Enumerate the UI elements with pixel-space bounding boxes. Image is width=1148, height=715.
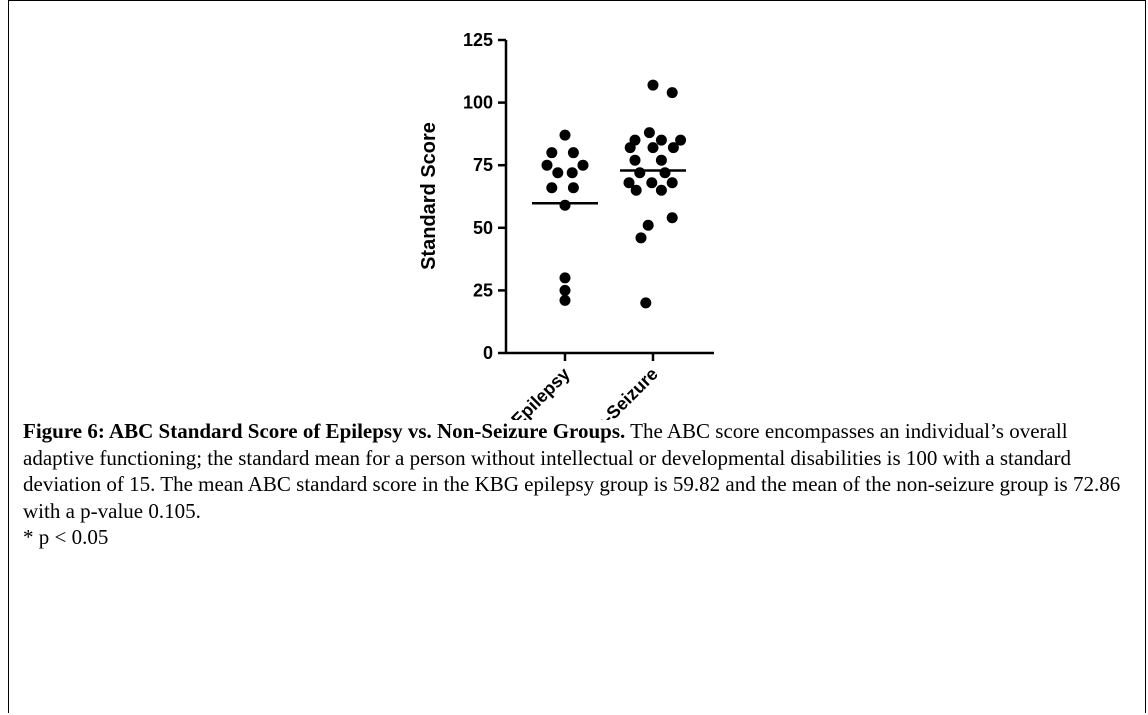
data-point [629, 154, 641, 166]
data-point [567, 147, 579, 159]
data-point [655, 134, 667, 146]
y-tick-label: 125 [463, 30, 493, 50]
x-tick-label: Epilepsy [507, 364, 573, 420]
data-point [634, 167, 646, 179]
y-axis: 0 25 50 75 100 125 [463, 30, 508, 363]
data-point [655, 154, 667, 166]
data-point [666, 212, 678, 224]
data-point [624, 142, 636, 154]
data-point [667, 142, 679, 154]
y-tick-label: 75 [473, 155, 493, 175]
data-point [675, 134, 687, 146]
scatter-chart: 0 25 50 75 100 125 Epilepsy Non-Seizure Standa… [418, 30, 714, 420]
data-point [659, 167, 671, 179]
caption-footnote: * p < 0.05 [23, 525, 109, 549]
data-point [666, 87, 678, 99]
data-point [643, 127, 655, 139]
y-tick-label: 100 [463, 93, 493, 113]
data-point [559, 199, 571, 211]
data-point [559, 284, 571, 296]
data-point [647, 79, 659, 91]
data-point [567, 182, 579, 194]
data-point [640, 297, 652, 309]
chart-marks [532, 79, 687, 309]
caption-body: The ABC score encompasses an individual’… [23, 419, 1121, 523]
y-tick-label: 25 [473, 280, 493, 300]
x-tick-label: Non-Seizure [573, 364, 661, 420]
data-point [541, 159, 553, 171]
y-tick-label: 0 [483, 343, 493, 363]
x-axis: Epilepsy Non-Seizure [505, 351, 714, 420]
figure-frame [8, 0, 1146, 713]
figure-caption: Figure 6: ABC Standard Score of Epilepsy… [23, 418, 1135, 551]
data-point [623, 177, 635, 189]
data-point [630, 184, 642, 196]
data-point [546, 182, 558, 194]
data-point [635, 232, 647, 244]
y-axis-title: Standard Score [418, 122, 440, 270]
data-point [559, 294, 571, 306]
data-point [552, 167, 564, 179]
data-point [666, 177, 678, 189]
y-tick-label: 50 [473, 218, 493, 238]
data-point [566, 167, 578, 179]
data-point [559, 272, 571, 284]
data-point [577, 159, 589, 171]
data-point [559, 129, 571, 141]
data-point [646, 177, 658, 189]
data-point [642, 219, 654, 231]
data-point [655, 184, 667, 196]
caption-title: Figure 6: ABC Standard Score of Epilepsy… [23, 419, 626, 443]
data-point [647, 142, 659, 154]
data-point [546, 147, 558, 159]
